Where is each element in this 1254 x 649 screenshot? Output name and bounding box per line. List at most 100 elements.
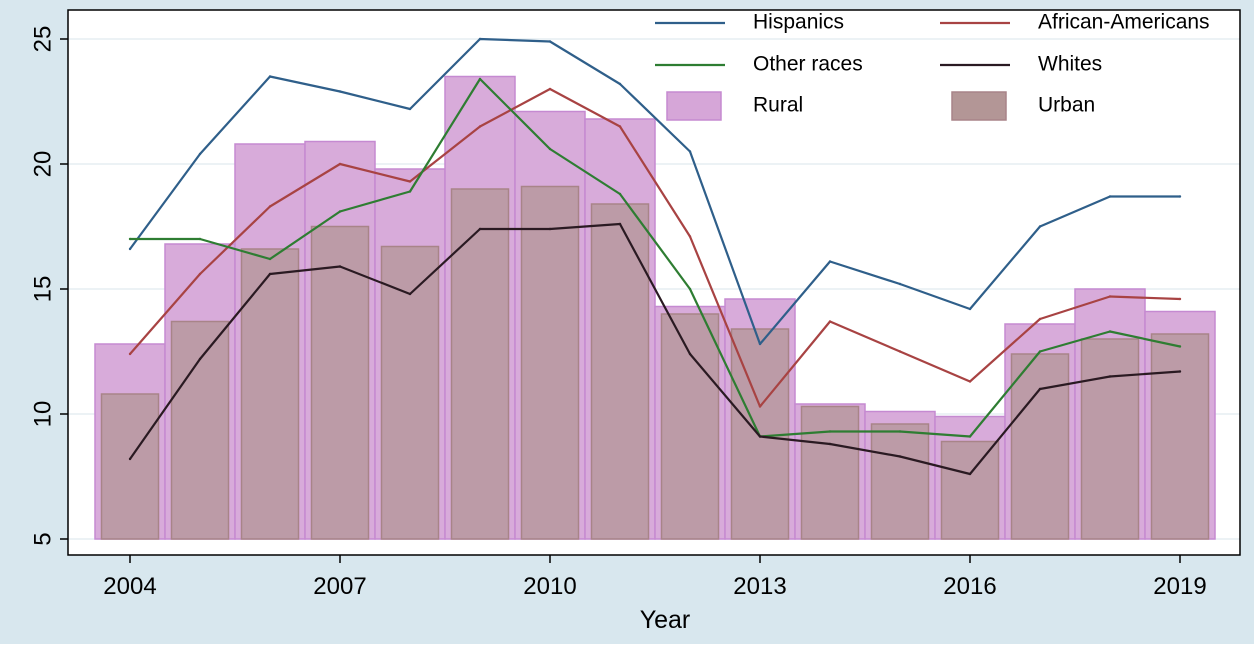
point-hispanics-2007: [338, 90, 342, 93]
bar-urban-2012: [660, 313, 720, 540]
bar-urban-2008: [380, 245, 440, 540]
point-african_americans-2013: [758, 405, 762, 408]
bar-urban-2016: [940, 440, 1000, 540]
point-whites-2011: [618, 222, 622, 226]
point-hispanics-2013: [758, 342, 762, 346]
point-hispanics-2018: [1108, 195, 1112, 198]
bar-urban-2018: [1080, 338, 1140, 540]
point-other_races-2008: [408, 190, 412, 193]
bar-urban-2017: [1010, 353, 1070, 540]
x-tick-label-2019: 2019: [1153, 573, 1206, 600]
axes: 5 10 15 20 25 2004 2007 2010 2013 2016 2019: [29, 9, 1241, 600]
point-whites-2016: [968, 472, 972, 476]
point-african_americans-2009: [478, 125, 482, 128]
point-whites-2012: [688, 352, 692, 356]
plot-frame: [67, 9, 1241, 556]
x-tick-label-2013: 2013: [733, 573, 786, 600]
y-tick-label-5: 5: [29, 532, 56, 545]
point-other_races-2018: [1108, 330, 1112, 333]
line-hispanics: [129, 37, 1180, 346]
point-other_races-2011: [618, 192, 622, 196]
legend-label-other-races: Other races: [753, 53, 863, 76]
bar-layer: [94, 75, 1216, 540]
point-other_races-2014: [828, 430, 832, 433]
legend-label-whites: Whites: [1038, 53, 1102, 76]
bar-urban-2013: [730, 328, 790, 540]
y-tick-label-25: 25: [29, 26, 56, 53]
legend-label-urban: Urban: [1038, 94, 1095, 117]
y-tick-label-15: 15: [29, 276, 56, 303]
point-hispanics-2019: [1178, 195, 1182, 198]
line-other_races: [130, 77, 1181, 438]
legend-swatch-rural: [666, 91, 722, 121]
point-other_races-2017: [1038, 350, 1042, 353]
point-african_americans-2006: [268, 205, 272, 208]
point-other_races-2015: [898, 430, 902, 433]
x-axis-label: Year: [640, 606, 691, 634]
point-hispanics-2012: [688, 150, 692, 153]
point-other_races-2007: [338, 210, 342, 213]
x-tick-label-2004: 2004: [103, 573, 156, 600]
point-african_americans-2015: [898, 350, 902, 353]
point-african_americans-2010: [548, 87, 552, 91]
point-hispanics-2010: [548, 40, 552, 43]
point-whites-2010: [548, 227, 552, 231]
point-whites-2005: [198, 357, 202, 361]
point-other_races-2006: [268, 257, 272, 261]
bar-urban-2011: [590, 203, 650, 540]
point-african_americans-2018: [1108, 295, 1112, 298]
point-hispanics-2011: [618, 82, 622, 86]
point-other_races-2012: [688, 287, 692, 291]
point-whites-2018: [1108, 375, 1112, 378]
point-hispanics-2008: [408, 107, 412, 111]
point-african_americans-2014: [828, 320, 832, 323]
legend-label-hispanics: Hispanics: [753, 11, 844, 34]
point-whites-2006: [268, 272, 272, 276]
bar-urban-2015: [870, 423, 930, 540]
legend-label-african-americans: African-Americans: [1038, 11, 1210, 34]
point-other_races-2016: [968, 435, 972, 438]
legend-swatch-urban: [951, 91, 1007, 121]
point-whites-2004: [128, 457, 132, 461]
point-hispanics-2009: [478, 37, 482, 41]
point-whites-2009: [478, 227, 482, 231]
point-hispanics-2017: [1038, 225, 1042, 228]
point-other_races-2019: [1178, 345, 1182, 348]
point-whites-2013: [758, 435, 762, 438]
point-whites-2017: [1038, 387, 1042, 391]
point-other_races-2009: [478, 77, 482, 81]
point-hispanics-2006: [268, 75, 272, 78]
point-african_americans-2017: [1038, 317, 1042, 321]
point-african_americans-2007: [338, 162, 342, 166]
bar-urban-2009: [450, 188, 510, 540]
point-whites-2008: [408, 292, 412, 296]
line-layer: [128, 37, 1182, 476]
legend-label-rural: Rural: [753, 94, 803, 117]
bar-urban-2010: [520, 185, 580, 540]
y-tick-label-20: 20: [29, 151, 56, 178]
x-tick-label-2010: 2010: [523, 573, 576, 600]
x-tick-label-2016: 2016: [943, 573, 996, 600]
bar-urban-2014: [800, 405, 860, 540]
point-whites-2014: [828, 442, 832, 446]
point-hispanics-2005: [198, 152, 202, 156]
point-whites-2019: [1178, 370, 1182, 373]
point-hispanics-2016: [968, 307, 972, 311]
point-african_americans-2005: [198, 272, 202, 276]
legend: Hispanics African-Americans Other races Whi…: [655, 11, 1210, 121]
point-african_americans-2019: [1178, 297, 1182, 301]
point-hispanics-2014: [828, 260, 832, 263]
point-african_americans-2016: [968, 380, 972, 383]
bar-urban-2004: [100, 393, 160, 540]
bar-urban-2005: [170, 320, 230, 540]
line-whites: [129, 222, 1181, 476]
point-hispanics-2004: [128, 247, 132, 251]
bar-urban-2007: [310, 225, 370, 540]
point-hispanics-2015: [898, 282, 902, 286]
point-african_americans-2011: [618, 125, 622, 128]
point-other_races-2005: [198, 237, 202, 241]
bar-urban-2006: [240, 248, 300, 540]
x-tick-label-2007: 2007: [313, 573, 366, 600]
